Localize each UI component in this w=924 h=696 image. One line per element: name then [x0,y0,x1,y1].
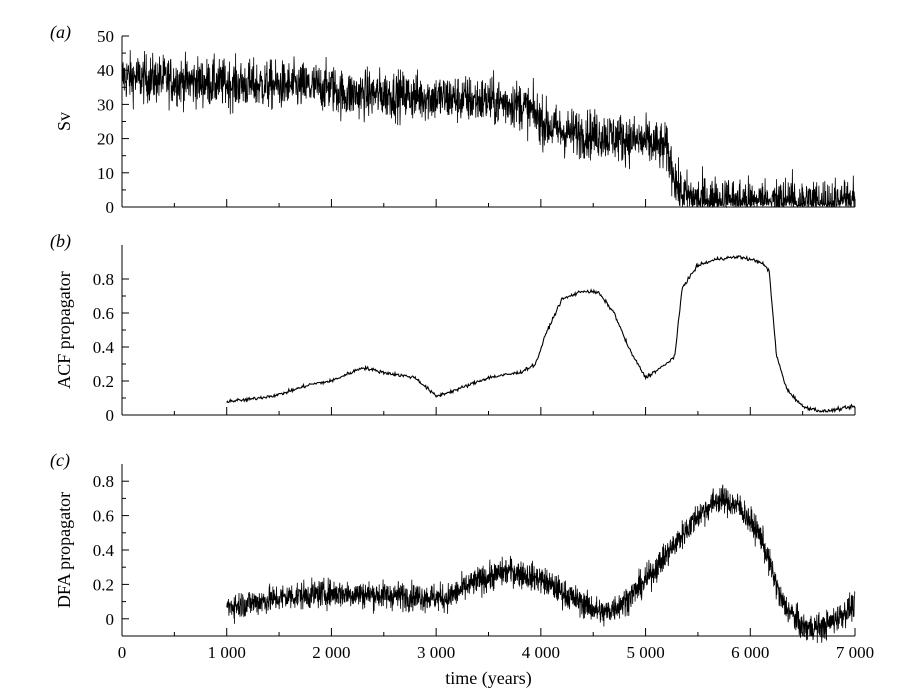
y-tick-label: 0.2 [93,372,114,391]
y-tick-label: 0 [106,406,115,425]
x-tick-label: 4 000 [522,643,560,662]
x-tick-label: 3 000 [417,643,455,662]
x-tick-label: 1 000 [208,643,246,662]
x-tick-label: 2 000 [312,643,350,662]
x-tick-label: 6 000 [731,643,769,662]
x-tick-label: 5 000 [626,643,664,662]
panel-c: 0 0.2 0.4 0.6 0.8 DFA propagator (c) 0 1 000 2 00… [50,450,874,689]
y-tick-label: 0.4 [93,541,115,560]
panel-label: (b) [50,231,71,252]
y-axis-label: Sv [54,112,74,131]
panel-label: (c) [50,450,70,471]
y-tick-label: 0.6 [93,304,114,323]
x-tick-label: 7 000 [836,643,874,662]
y-tick-label: 10 [97,164,114,183]
y-axis-label: ACF propagator [54,271,74,388]
x-tick-label: 0 [118,643,127,662]
y-tick-label: 0.2 [93,575,114,594]
series-line-1 [226,484,856,644]
y-tick-label: 20 [97,130,114,149]
y-tick-label: 0.6 [93,507,114,526]
series-line-1 [121,50,856,209]
y-tick-label: 40 [97,61,114,80]
series-line-1 [226,255,856,414]
y-tick-label: 0.8 [93,270,114,289]
x-axis-label: time (years) [445,668,531,689]
y-tick-label: 0.8 [93,472,114,491]
panel-label: (a) [50,22,71,43]
y-tick-label: 0 [106,198,115,217]
panel-a: 0 10 20 30 40 50 Sv (a) [50,22,856,217]
y-tick-label: 30 [97,95,114,114]
y-tick-label: 0.4 [93,338,115,357]
y-tick-label: 0 [106,610,115,629]
y-tick-label: 50 [97,27,114,46]
y-axis-label: DFA propagator [54,492,74,608]
panel-b: 0 0.2 0.4 0.6 0.8 ACF propagator (b) [50,231,856,425]
